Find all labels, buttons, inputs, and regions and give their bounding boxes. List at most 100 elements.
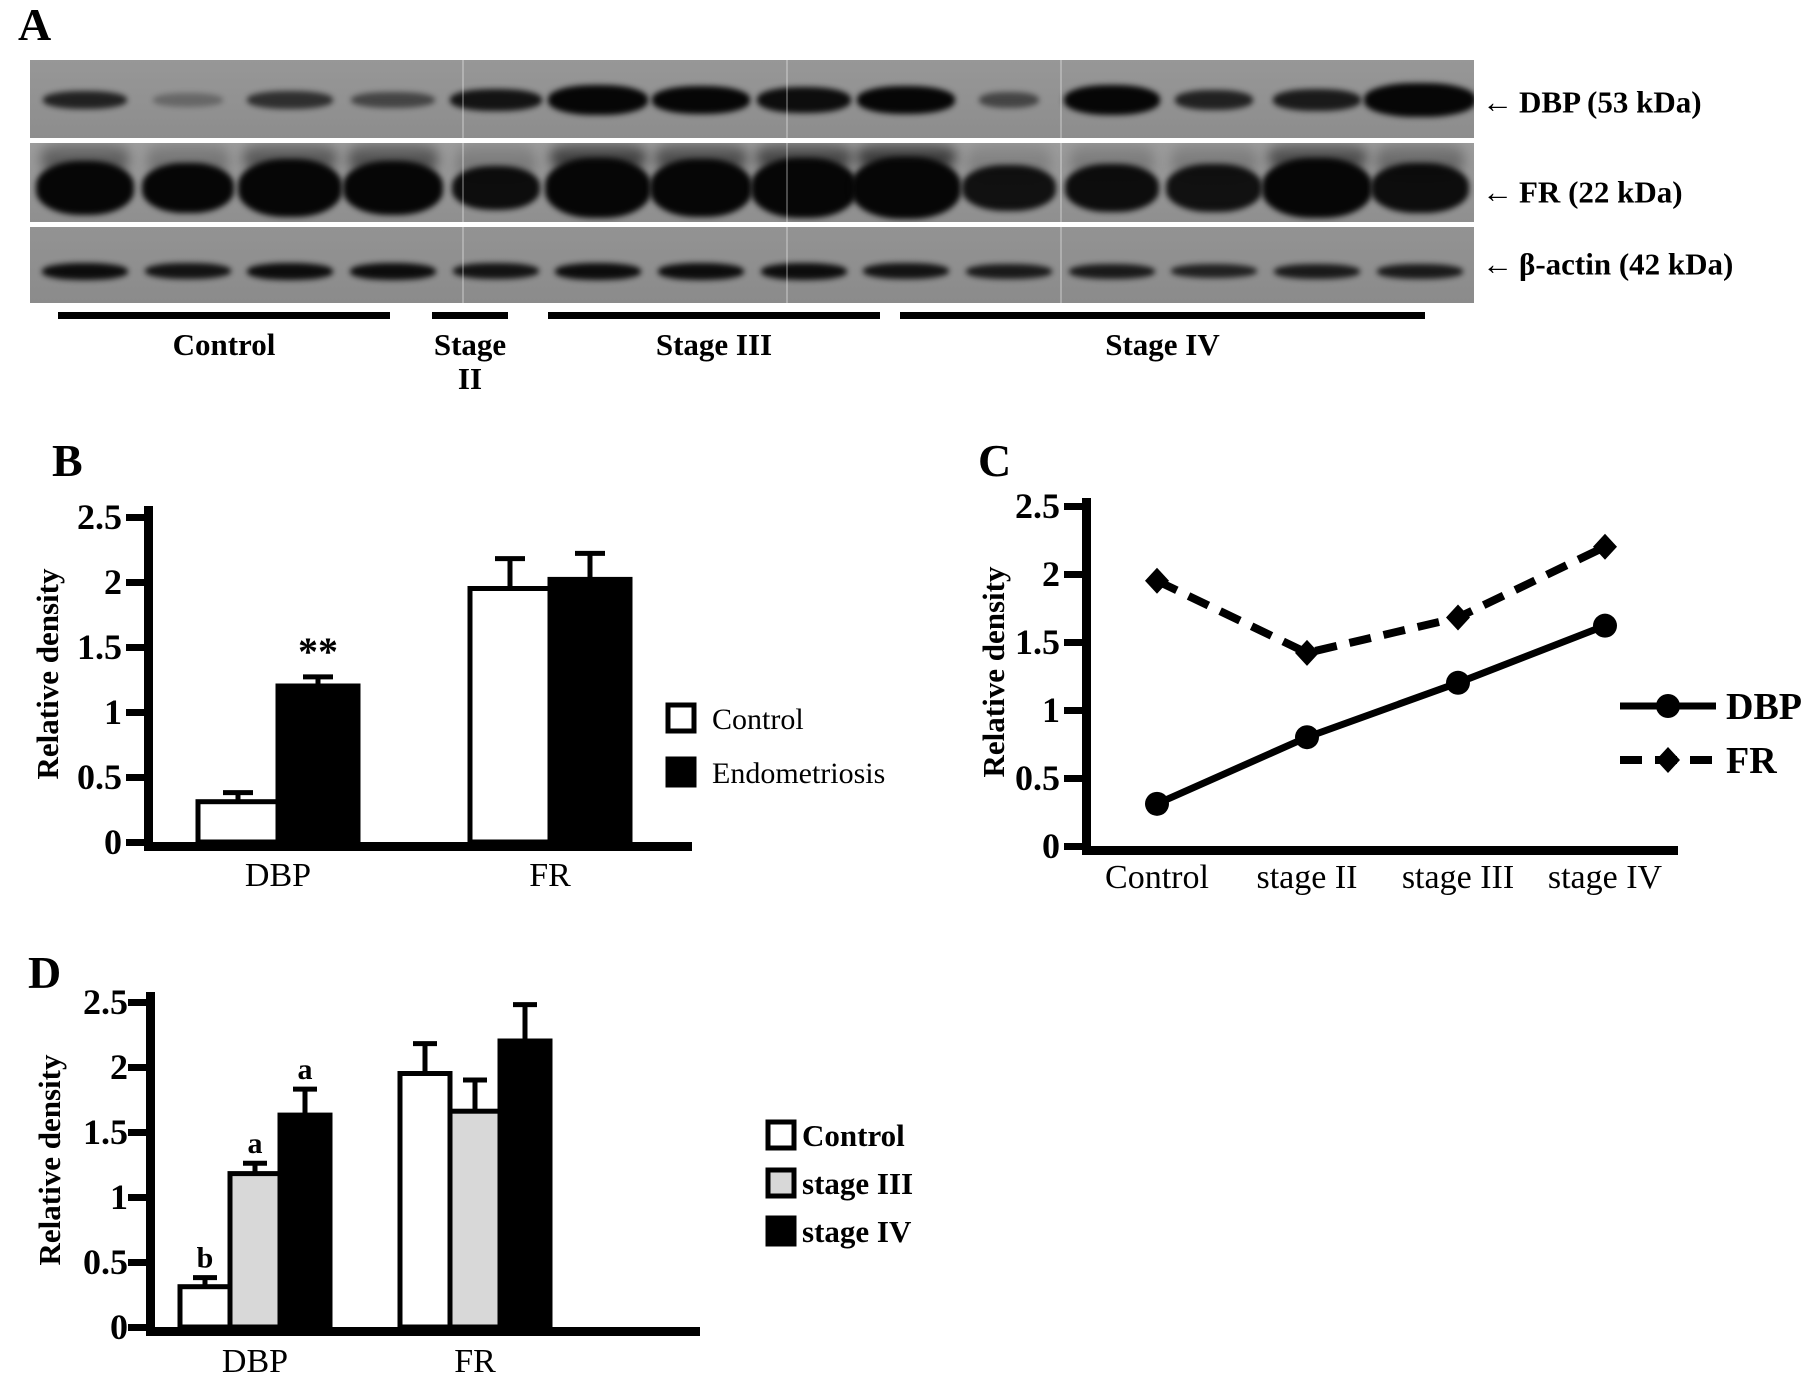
category-label: DBP [245,857,311,894]
data-point-circle [1446,670,1470,695]
y-tick [126,644,144,651]
band-label-dbp: ← DBP (53 kDa) [1482,87,1702,118]
gel-seam [1060,60,1062,138]
bar [195,799,281,845]
y-tick-label: 0 [104,822,122,862]
blot-band [343,161,443,215]
left-arrow-icon: ← [1482,246,1513,282]
data-point-circle [1295,725,1319,750]
bar [177,1284,233,1330]
blot-band [42,262,128,280]
y-tick [1064,503,1082,510]
blot-band [1377,263,1463,279]
category-label: FR [529,857,571,894]
y-tick [128,1194,146,1201]
blot-band [351,92,435,108]
blot-band [43,91,127,109]
bar [497,1038,553,1330]
y-tick [1064,571,1082,578]
western-blot-image [30,60,1474,305]
y-tick [128,999,146,1006]
band-label-fr: ← FR (22 kDa) [1482,177,1683,208]
gel-seam [1060,227,1062,303]
band-label-actin: ← β-actin (42 kDa) [1482,249,1733,280]
legend-swatch [665,702,697,734]
lane-group-underline [548,312,880,319]
x-axis [1082,846,1678,855]
y-tick [1064,639,1082,646]
blot-band [452,166,540,210]
lane-group-underline [900,312,1425,319]
lane-group-label: Stage II [433,327,507,397]
lane-group-label: Stage IV [1105,327,1220,362]
significance-letter: b [197,1242,214,1275]
legend-label: FR [1726,740,1777,782]
band-label-dbp-text: DBP (53 kDa) [1519,84,1702,120]
data-point-diamond [1656,747,1680,773]
significance-stars: ** [298,629,338,674]
data-point-circle [1656,694,1680,718]
legend-label: Control [802,1118,905,1153]
blot-band [851,157,961,219]
category-label: stage II [1256,859,1357,896]
blot-band [555,262,641,280]
legend-swatch [765,1215,797,1247]
legend-label: Endometriosis [712,757,885,790]
blot-band [1171,264,1257,278]
gel-seam [786,143,788,222]
gel-seam [786,227,788,303]
blot-band [1064,85,1160,115]
y-tick [128,1129,146,1136]
bar [275,683,361,845]
left-arrow-icon: ← [1482,174,1513,210]
y-axis [1082,498,1091,855]
bar [277,1112,333,1330]
y-tick-label: 2 [1042,554,1060,594]
gel-seam [1060,143,1062,222]
blot-band [1065,164,1159,212]
blot-band [650,159,752,217]
y-tick-label: 2 [104,562,122,602]
blot-strip-actin [30,227,1474,303]
blot-band [1069,263,1155,279]
panel-d-label: D [28,947,62,998]
category-label: DBP [222,1343,288,1380]
y-tick-label: 0 [110,1307,128,1347]
y-tick-label: 1.5 [1015,622,1060,662]
blot-band [548,85,648,115]
blot-band [1274,263,1360,279]
y-tick-label: 2.5 [77,497,122,537]
gel-seam [462,227,464,303]
legend-swatch [765,1119,797,1151]
series-line [1155,543,1607,658]
y-tick-label: 2.5 [1015,486,1060,526]
blot-band [545,158,651,218]
series-line [1155,622,1607,808]
significance-letter: a [248,1127,263,1160]
blot-band [966,263,1052,279]
bar [227,1171,283,1330]
category-label: stage III [1402,859,1514,896]
blot-band [1166,164,1262,212]
bar [547,576,633,845]
y-axis-title: Relative density [976,566,1011,777]
y-tick-label: 0.5 [77,757,122,797]
blot-band [979,92,1039,108]
blot-band [658,262,744,280]
y-tick-label: 1 [1042,690,1060,730]
category-label: Control [1105,859,1209,896]
blot-band [857,86,955,114]
legend-label: stage III [802,1166,913,1201]
band-label-fr-text: FR (22 kDa) [1519,174,1683,210]
bar [397,1071,453,1330]
blot-strip-fr [30,143,1474,222]
left-arrow-icon: ← [1482,84,1513,120]
y-tick [126,514,144,521]
y-tick [128,1259,146,1266]
legend-swatch [765,1167,797,1199]
y-tick [128,1324,146,1331]
blot-band [142,163,234,213]
blot-strip-dbp [30,60,1474,138]
blot-band [751,158,857,218]
